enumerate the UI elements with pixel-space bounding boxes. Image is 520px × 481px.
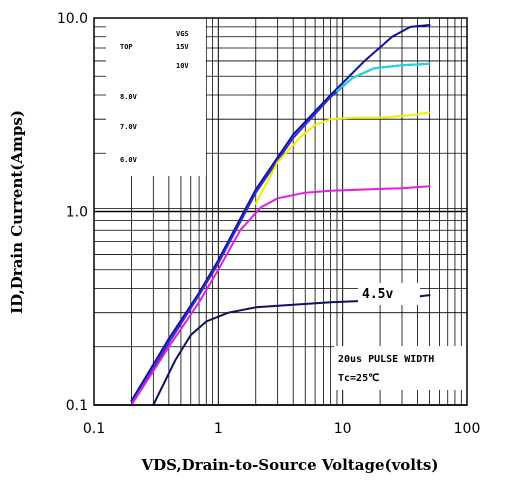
- series-line-5: [130, 185, 431, 406]
- y-axis-title: ID,Drain Current(Amps): [8, 110, 26, 314]
- legend-row-5-left: 6.0V: [120, 156, 138, 164]
- legend-row-2-right: 10V: [176, 62, 189, 70]
- annotation-layer: 4.5v 20us PULSE WIDTH Tc=25℃: [334, 283, 466, 390]
- x-tick-label: 10: [334, 421, 352, 437]
- x-tick-label: 0.1: [83, 421, 105, 437]
- legend-row-3-left: 8.0V: [120, 93, 138, 101]
- curve-label-background: [358, 283, 420, 305]
- y-tick-label: 10.0: [57, 11, 88, 27]
- x-tick-label: 100: [454, 421, 481, 437]
- pulse-width-note: 20us PULSE WIDTH: [338, 354, 434, 365]
- series-line-4: [254, 111, 431, 205]
- x-axis-title: VDS,Drain-to-Source Voltage(volts): [141, 456, 439, 474]
- y-tick-label: 0.1: [66, 398, 88, 414]
- x-tick-label: 1: [214, 421, 223, 437]
- legend-row-1-left: TOP: [120, 43, 133, 51]
- legend-row-4-left: 7.0V: [120, 123, 138, 131]
- series-layer: [130, 24, 431, 406]
- vgs-legend-background: [106, 18, 206, 176]
- y-tick-label: 1.0: [66, 205, 88, 221]
- pulse-note-box: [334, 346, 466, 390]
- temperature-note: Tc=25℃: [338, 373, 379, 384]
- curve-label-4-5v: 4.5v: [362, 287, 393, 302]
- vgs-legend: VGS TOP 15V 10V 8.0V 7.0V 6.0V: [106, 18, 206, 176]
- legend-row-1-right: 15V: [176, 43, 189, 51]
- tick-labels: 0.1 1 10 100 0.1 1.0 10.0: [57, 11, 481, 437]
- plot-frame: [93, 17, 468, 406]
- series-line-1: [130, 24, 431, 402]
- series-line-3: [336, 62, 431, 92]
- legend-header: VGS: [176, 30, 189, 38]
